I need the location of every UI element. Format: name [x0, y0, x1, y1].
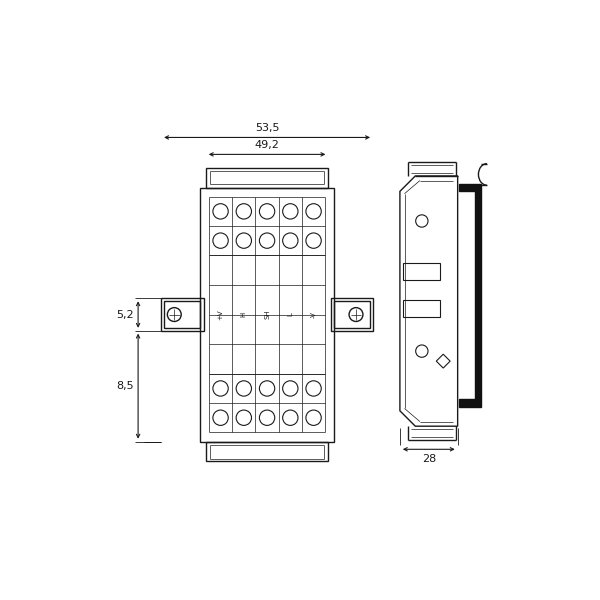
Bar — [206, 442, 328, 461]
Circle shape — [236, 203, 251, 219]
Text: H: H — [241, 312, 247, 317]
Circle shape — [416, 215, 428, 227]
Polygon shape — [475, 191, 481, 399]
Circle shape — [283, 381, 298, 396]
Circle shape — [213, 381, 228, 396]
Text: L: L — [287, 313, 293, 316]
Circle shape — [213, 410, 228, 425]
Circle shape — [213, 203, 228, 219]
Circle shape — [259, 233, 275, 248]
Bar — [164, 301, 200, 328]
Bar — [161, 298, 203, 331]
Polygon shape — [459, 184, 481, 191]
Circle shape — [416, 345, 428, 357]
Circle shape — [236, 233, 251, 248]
Text: SH: SH — [264, 310, 270, 319]
Circle shape — [236, 410, 251, 425]
Circle shape — [259, 410, 275, 425]
Circle shape — [306, 410, 321, 425]
Circle shape — [306, 381, 321, 396]
Bar — [206, 168, 328, 187]
Circle shape — [259, 381, 275, 396]
Circle shape — [283, 203, 298, 219]
Text: 53,5: 53,5 — [255, 123, 280, 133]
Text: 28: 28 — [422, 454, 436, 464]
Circle shape — [283, 233, 298, 248]
Circle shape — [306, 203, 321, 219]
Bar — [200, 187, 334, 442]
Circle shape — [349, 308, 363, 322]
Bar — [334, 301, 370, 328]
Circle shape — [283, 410, 298, 425]
Circle shape — [213, 233, 228, 248]
Text: 49,2: 49,2 — [254, 140, 280, 150]
Bar — [403, 263, 440, 280]
Text: 8,5: 8,5 — [116, 381, 134, 391]
Text: 5,2: 5,2 — [116, 310, 134, 320]
Bar — [331, 298, 373, 331]
Circle shape — [236, 381, 251, 396]
Circle shape — [306, 233, 321, 248]
Polygon shape — [459, 399, 481, 407]
Bar — [403, 300, 440, 317]
Circle shape — [259, 203, 275, 219]
Text: +V: +V — [218, 309, 224, 320]
Text: -V: -V — [311, 311, 317, 318]
Circle shape — [167, 308, 181, 322]
